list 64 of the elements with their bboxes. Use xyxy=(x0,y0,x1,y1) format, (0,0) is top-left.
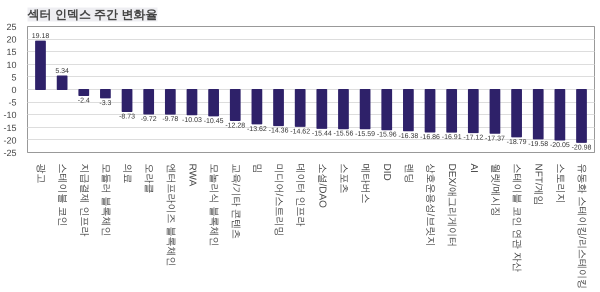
bar xyxy=(490,89,500,134)
bar xyxy=(446,89,458,133)
x-tick-label: 미디어/스트리밍 xyxy=(273,164,284,236)
x-tick-label: 모듈러 블록체인 xyxy=(100,164,111,236)
bar xyxy=(316,89,328,129)
x-tick-label: 엔터프라이즈 블록체인 xyxy=(164,164,176,266)
bar xyxy=(208,89,219,116)
bar xyxy=(186,89,198,116)
bar xyxy=(532,89,544,140)
x-tick-label: 광고 xyxy=(34,164,46,184)
x-tick-label: 스토리지 xyxy=(554,164,566,204)
x-tick-label: 의료 xyxy=(122,164,133,184)
chart-title: 섹터 인덱스 주간 변화율 xyxy=(26,8,158,22)
x-tick-label: 유동화 스테이킹/리스테이킹 xyxy=(576,164,588,290)
x-tick-label: 소셜/DAO xyxy=(316,164,328,208)
x-tick-label: 상호운용성/브릿지 xyxy=(424,164,436,246)
bar xyxy=(143,89,154,114)
bar xyxy=(403,89,414,132)
y-tick-label: 10 xyxy=(6,60,17,70)
bar xyxy=(35,40,46,90)
bar xyxy=(338,89,349,130)
y-tick-label: -10 xyxy=(3,110,17,120)
bar xyxy=(230,89,241,121)
x-tick-label: 스테이블 코인 xyxy=(56,164,68,226)
bar xyxy=(273,89,284,126)
x-tick-label: DID xyxy=(381,164,392,181)
y-tick-label: 0 xyxy=(11,85,17,95)
bar xyxy=(468,89,479,134)
bar xyxy=(78,89,90,96)
x-tick-label: 메타버스 xyxy=(360,164,371,204)
x-tick-label: RWA xyxy=(186,164,198,187)
y-tick-label: 5 xyxy=(11,72,17,82)
bar xyxy=(554,89,566,141)
bar xyxy=(381,89,392,130)
x-tick-label: NFT/게임 xyxy=(532,164,544,206)
bar xyxy=(252,89,262,124)
x-tick-label: 지급결제 인프라 xyxy=(78,164,90,236)
y-tick-label: -25 xyxy=(3,148,17,158)
x-tick-label: 데이터 인프라 xyxy=(294,164,306,226)
y-tick-label: -5 xyxy=(8,98,17,108)
x-tick-label: 월렛/메시징 xyxy=(489,164,500,216)
bar xyxy=(360,89,370,130)
y-tick-label: -15 xyxy=(3,122,17,133)
x-tick-label: 스포츠 xyxy=(338,164,349,194)
x-tick-label: AI xyxy=(468,164,479,173)
bar xyxy=(56,76,68,90)
bar xyxy=(424,89,436,132)
x-tick-label: 오라클 xyxy=(143,164,154,194)
bar xyxy=(100,89,111,98)
x-tick-label: 렌딩 xyxy=(402,164,414,184)
y-tick-label: 25 xyxy=(6,22,17,32)
x-tick-label: 교육/기타 콘텐츠 xyxy=(230,164,241,240)
bar xyxy=(294,89,306,127)
x-tick-label: 밈 xyxy=(251,164,262,174)
bar xyxy=(122,89,132,112)
y-tick-label: 20 xyxy=(6,34,17,45)
x-tick-label: 모놀리식 블록체인 xyxy=(208,164,220,246)
x-tick-label: 스테이블 코인 연관 자산 xyxy=(511,164,522,272)
bar xyxy=(164,89,176,115)
x-tick-label: DEX/애그리게이터 xyxy=(446,164,458,247)
bar xyxy=(576,89,587,143)
y-tick-label: -20 xyxy=(3,135,17,146)
y-tick-label: 15 xyxy=(6,47,17,58)
bar xyxy=(511,89,522,138)
